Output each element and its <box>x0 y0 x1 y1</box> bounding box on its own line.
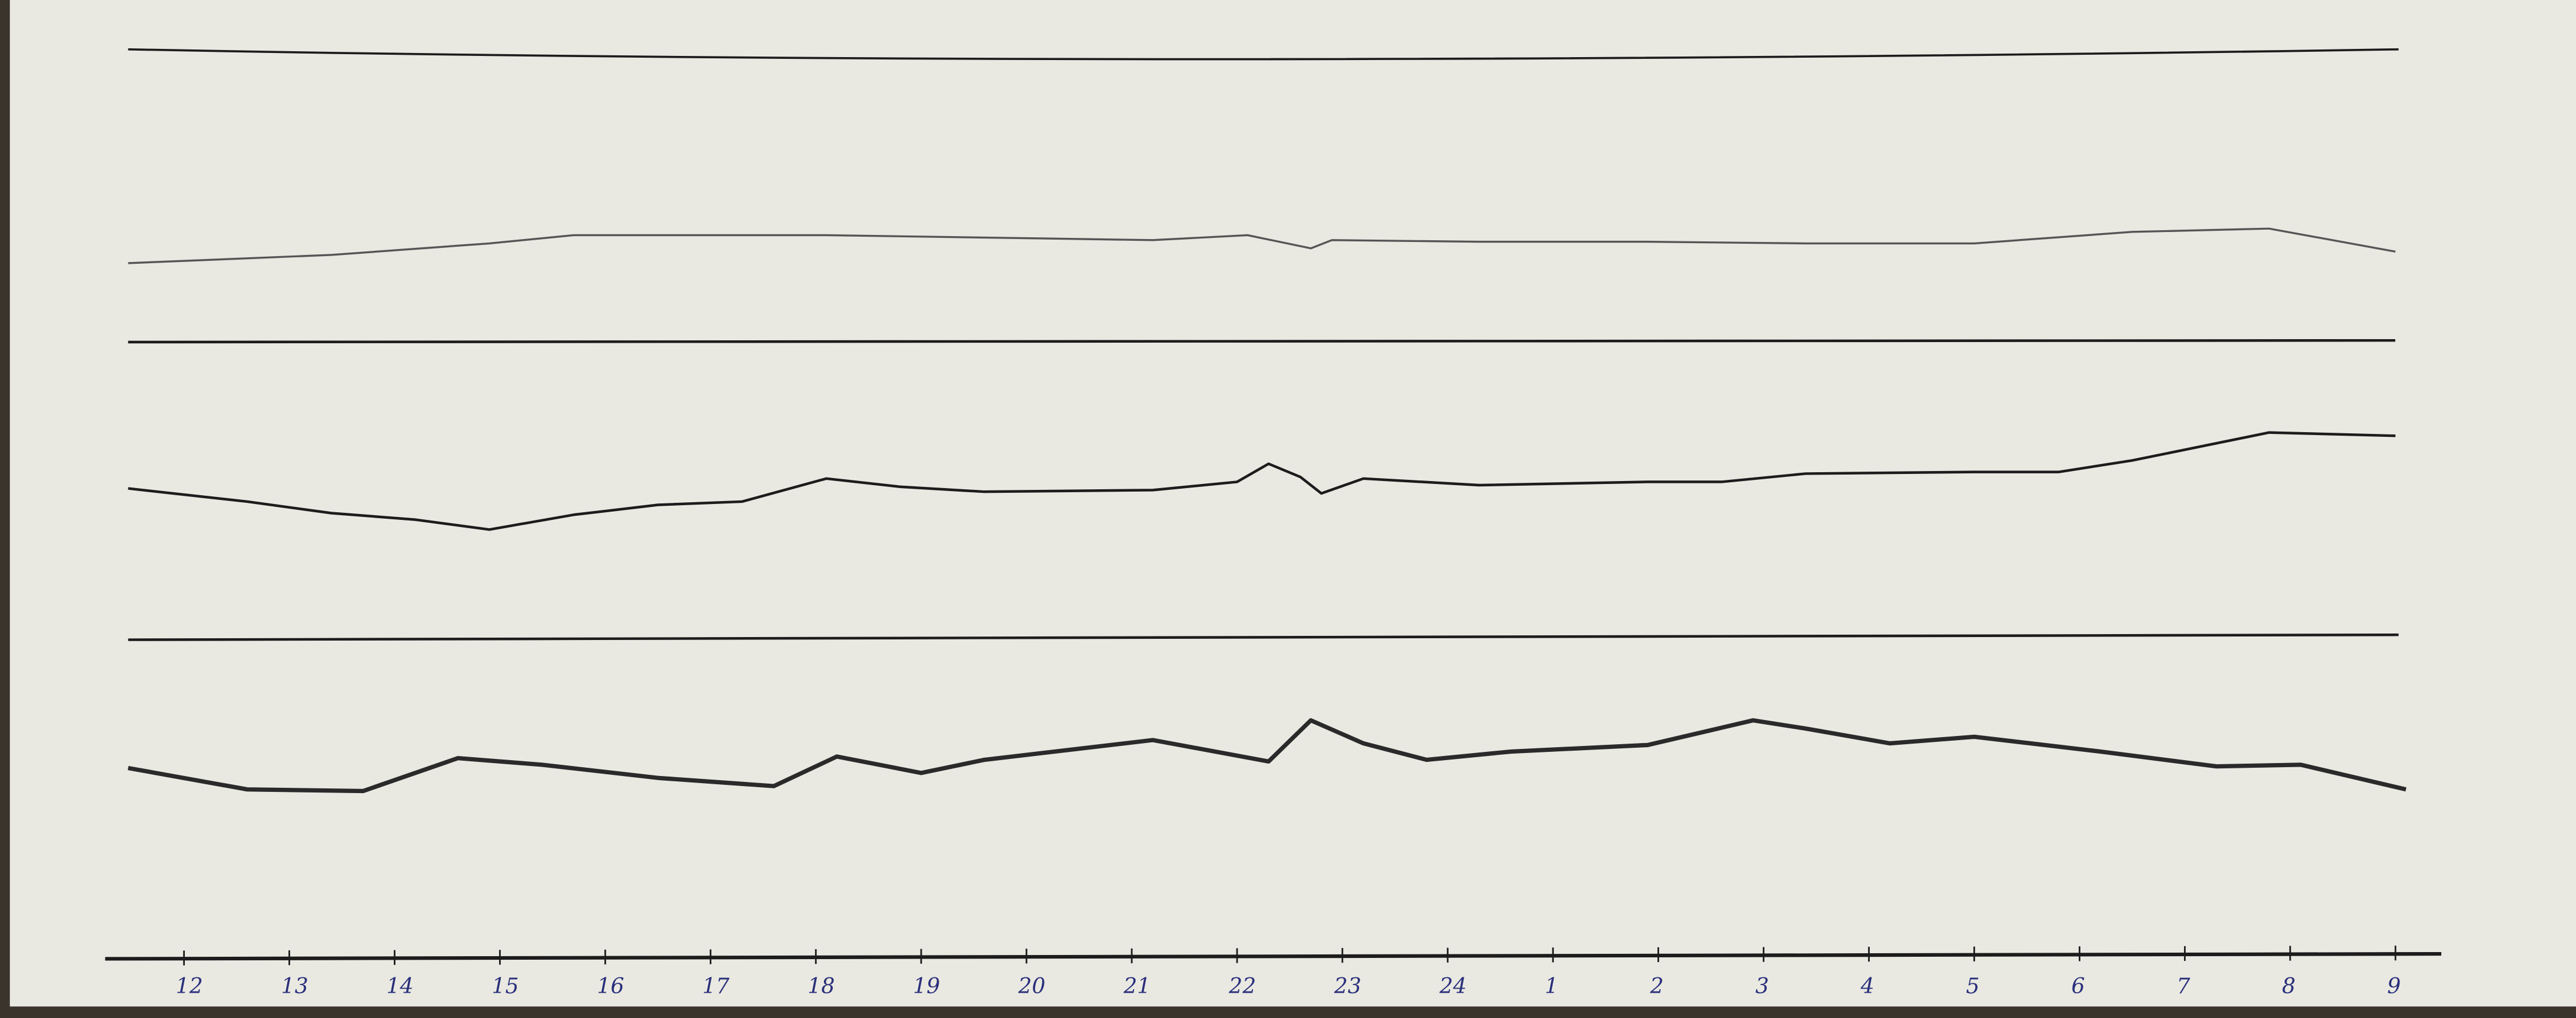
time-axis <box>105 951 2442 961</box>
traces <box>128 227 2407 794</box>
tick-label: 21 <box>1123 973 1151 999</box>
paper-shadow-bottom <box>0 1006 2576 1018</box>
tick-label: 18 <box>807 973 835 999</box>
tick-label: 6 <box>2071 973 2085 999</box>
trace-3 <box>128 718 2407 794</box>
tick-label: 14 <box>387 973 414 999</box>
tick-label: 8 <box>2282 973 2295 999</box>
tick-label: 3 <box>1756 973 1769 999</box>
tick-label: 23 <box>1334 973 1361 999</box>
tick-label: 16 <box>597 973 624 999</box>
tick-label: 17 <box>702 973 730 999</box>
tick-label: 9 <box>2387 973 2401 999</box>
tick-label: 20 <box>1018 973 1045 999</box>
tick-label: 4 <box>1860 973 1874 999</box>
tick-label: 7 <box>2176 973 2191 999</box>
tick-label: 15 <box>491 973 518 999</box>
baseline-1 <box>128 339 2395 344</box>
tick-label: 19 <box>913 973 940 999</box>
baseline-top <box>128 48 2399 61</box>
tick-label: 13 <box>281 973 308 999</box>
tick-label: 1 <box>1545 973 1558 999</box>
tick-label: 5 <box>1966 973 1980 999</box>
baseline-2 <box>128 633 2399 641</box>
tick-label: 2 <box>1650 973 1664 999</box>
tick-label: 12 <box>176 973 203 999</box>
trace-2 <box>128 431 2396 531</box>
trace-1 <box>128 227 2396 264</box>
paper-shadow-left <box>0 0 10 1018</box>
tick-label: 24 <box>1439 973 1467 999</box>
tick-label: 22 <box>1228 973 1256 999</box>
time-ticks: 12 13 14 15 16 17 18 19 20 21 22 23 24 1 2 3 4 5 6 7 8 9 <box>176 946 2401 999</box>
